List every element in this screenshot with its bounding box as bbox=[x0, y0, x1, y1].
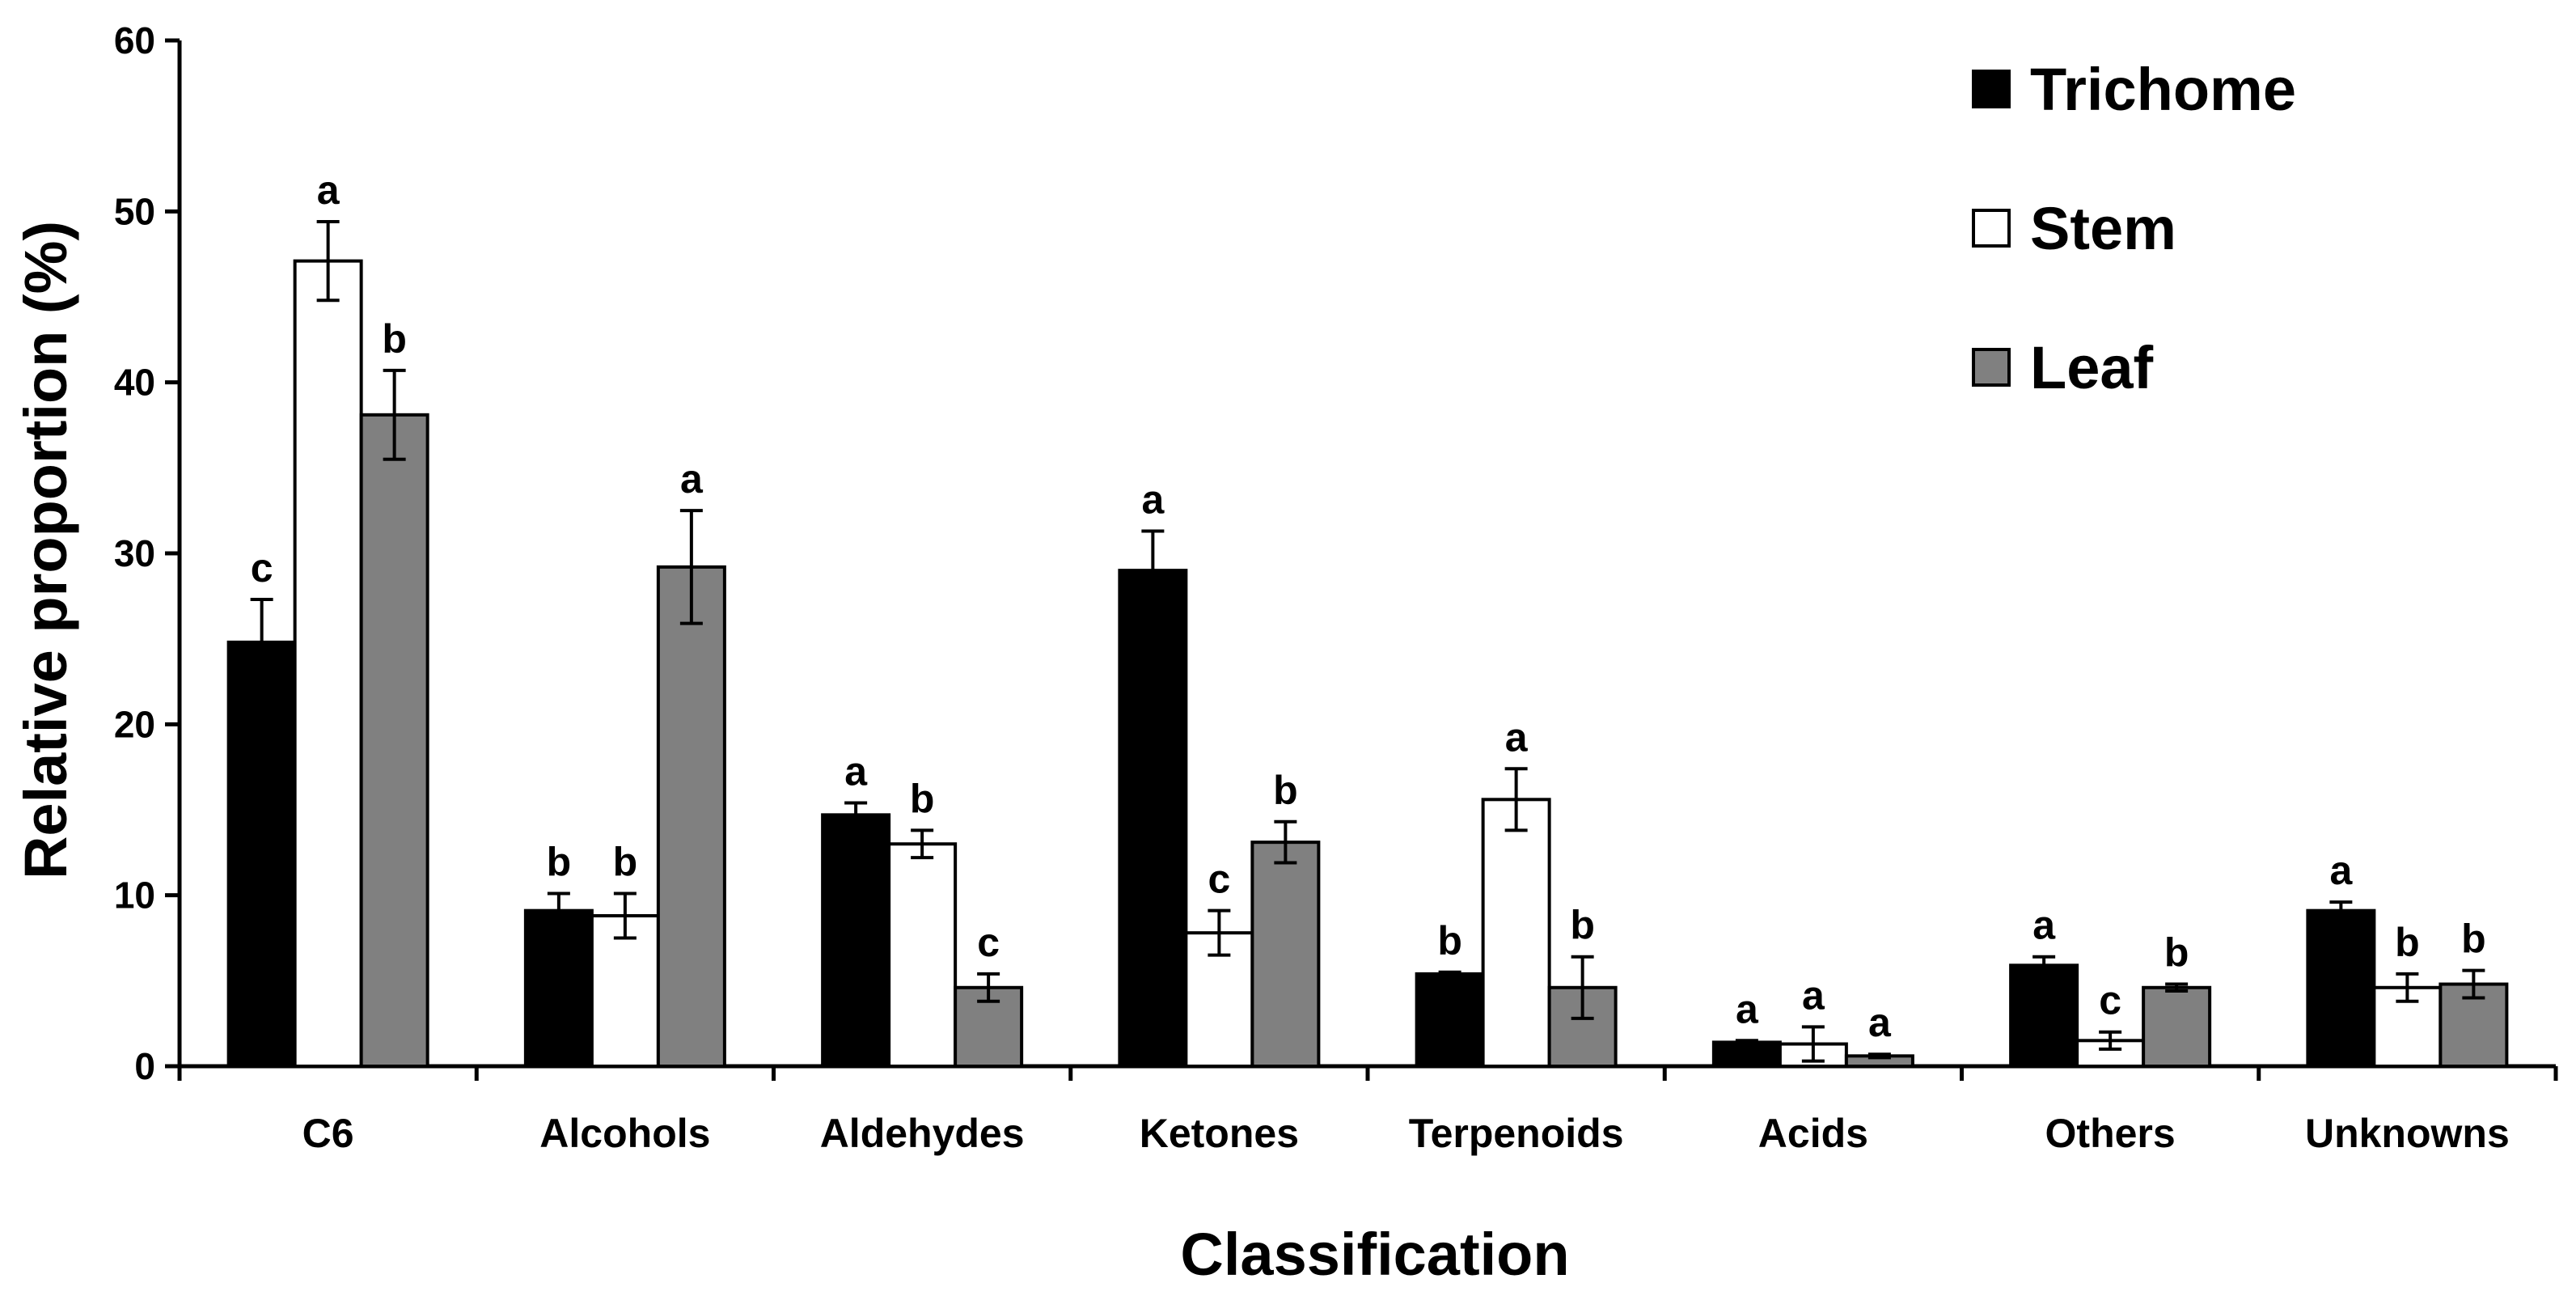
x-category-label: Acids bbox=[1758, 1111, 1868, 1156]
y-tick-label: 40 bbox=[114, 362, 155, 404]
x-category-label: C6 bbox=[302, 1111, 354, 1156]
plot-area: 0 10 20 30 40 50 60 C6 Alcohols Aldehydes Ketones T… bbox=[114, 19, 2558, 1156]
y-tick-label: 30 bbox=[114, 532, 155, 574]
bar bbox=[1118, 569, 1188, 1068]
significance-letter: b bbox=[382, 316, 407, 362]
x-axis-title: Classification bbox=[1180, 1221, 1569, 1288]
significance-letter: a bbox=[317, 167, 341, 213]
significance-letter: c bbox=[1208, 857, 1230, 902]
legend-label: Stem bbox=[2030, 195, 2176, 262]
x-category-label: Aldehydes bbox=[820, 1111, 1025, 1156]
significance-letter: b bbox=[2395, 920, 2420, 965]
significance-letter: a bbox=[1802, 972, 1825, 1018]
legend-swatch bbox=[1972, 70, 2011, 108]
bar bbox=[1711, 1040, 1782, 1068]
legend-swatch bbox=[1972, 209, 2011, 248]
significance-letter: a bbox=[1736, 986, 1759, 1031]
y-tick-label: 50 bbox=[114, 190, 155, 232]
bar bbox=[2306, 908, 2376, 1068]
y-tick-label: 20 bbox=[114, 703, 155, 745]
legend-label: Leaf bbox=[2030, 334, 2154, 401]
significance-letter: a bbox=[680, 456, 704, 502]
significance-letter: c bbox=[2099, 978, 2121, 1023]
significance-letter: a bbox=[1141, 477, 1165, 523]
significance-letter: a bbox=[1505, 714, 1529, 760]
legend-label: Trichome bbox=[2030, 56, 2296, 123]
significance-letter: b bbox=[1437, 918, 1462, 963]
significance-letter: a bbox=[2329, 848, 2353, 893]
significance-letter: b bbox=[1570, 903, 1595, 948]
bar bbox=[226, 640, 297, 1068]
significance-letter: b bbox=[613, 840, 638, 885]
significance-letter: b bbox=[547, 840, 572, 885]
y-tick-label: 10 bbox=[114, 874, 155, 917]
y-tick-label: 60 bbox=[114, 19, 155, 61]
bar bbox=[887, 842, 958, 1069]
x-category-label: Ketones bbox=[1140, 1111, 1299, 1156]
y-axis-title: Relative proportion (%) bbox=[12, 221, 79, 879]
significance-letter: a bbox=[2032, 903, 2056, 948]
bar bbox=[1250, 841, 1321, 1068]
bar bbox=[821, 813, 891, 1069]
significance-letter: b bbox=[2461, 917, 2486, 962]
significance-letter: a bbox=[1868, 1000, 1892, 1045]
x-category-label: Others bbox=[2045, 1111, 2176, 1156]
y-tick-label: 0 bbox=[134, 1045, 155, 1087]
significance-letter: c bbox=[251, 545, 273, 591]
x-category-label: Alcohols bbox=[539, 1111, 710, 1156]
bar bbox=[1481, 798, 1551, 1068]
bar bbox=[523, 908, 594, 1068]
legend: Trichome Stem Leaf bbox=[1972, 56, 2296, 401]
significance-letter: b bbox=[910, 776, 935, 821]
significance-letter: b bbox=[2164, 930, 2189, 976]
x-category-label: Terpenoids bbox=[1409, 1111, 1624, 1156]
x-category-label: Unknowns bbox=[2305, 1111, 2510, 1156]
bar bbox=[656, 565, 726, 1068]
bar bbox=[359, 413, 429, 1068]
significance-letter: c bbox=[977, 920, 1000, 965]
bar bbox=[293, 259, 363, 1068]
bar bbox=[2142, 985, 2212, 1068]
bar bbox=[2009, 963, 2079, 1069]
significance-letter: b bbox=[1273, 768, 1298, 813]
legend-swatch bbox=[1972, 348, 2011, 387]
bar bbox=[1415, 972, 1485, 1069]
significance-letter: a bbox=[844, 749, 868, 794]
